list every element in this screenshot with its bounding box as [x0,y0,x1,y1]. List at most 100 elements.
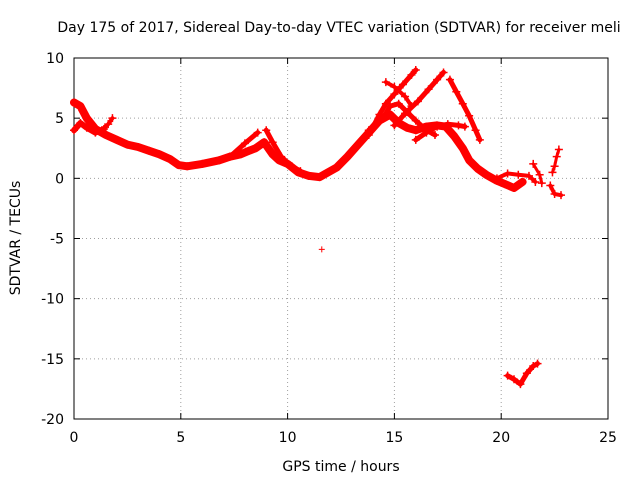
data-series [70,66,566,389]
data-point [557,191,566,200]
x-tick-label: 20 [492,430,510,446]
x-tick-label: 0 [70,430,79,446]
data-point [102,131,111,140]
data-point [529,159,538,168]
data-point [375,110,384,119]
data-point [268,138,277,147]
data-point [443,120,452,129]
y-tick-label: 10 [46,51,64,67]
x-tick-label: 10 [279,430,297,446]
grid-lines [74,58,608,419]
data-point [268,150,277,159]
data-point [452,87,461,96]
data-point [166,155,175,164]
data-point [454,121,463,130]
data-point [82,123,91,132]
data-point [364,131,373,140]
data-point [253,128,262,137]
data-point [445,75,454,84]
data-point [76,102,85,111]
y-tick-label: -10 [41,292,64,308]
y-tick-label: 0 [55,171,64,187]
data-point [240,139,249,148]
tick-labels: 0 5 10 15 20 25 10 5 0 -5 -10 -15 -20 [41,51,617,446]
data-point [460,122,469,131]
data-point [552,152,561,161]
data-point [123,140,132,149]
y-tick-label: -20 [41,412,64,428]
data-point [343,152,352,161]
series-arc-16 [503,359,542,389]
data-point [379,112,388,121]
data-point [407,102,416,111]
x-tick-label: 15 [385,430,403,446]
y-tick-label: -5 [50,232,64,248]
data-point [475,135,484,144]
data-point [262,126,271,135]
series-arc-4 [225,128,262,161]
data-point [433,75,442,84]
data-point [381,99,390,108]
data-point [465,111,474,120]
data-point [522,369,531,378]
series-arc-12 [492,169,540,186]
data-point [315,173,324,182]
data-point [422,128,431,137]
data-point [411,116,420,125]
data-point [91,128,100,137]
data-point [304,171,313,180]
data-point [390,121,399,130]
data-point [398,80,407,89]
series-arc-14 [548,145,563,177]
data-point [516,380,525,389]
data-point [403,123,412,132]
y-axis-label: SDTVAR / TECUs [8,181,24,296]
series-band [391,69,446,128]
data-point [433,122,442,131]
data-point [287,162,296,171]
data-point [236,150,245,159]
data-point [70,126,78,135]
chart-title: Day 175 of 2017, Sidereal Day-to-day VTE… [57,20,620,36]
series-arc-13 [529,159,546,188]
data-point [465,156,474,165]
data-point [76,118,85,127]
data-point [70,98,78,107]
y-tick-label: -15 [41,352,64,368]
y-tick-label: 5 [55,111,64,127]
data-point [510,183,519,192]
data-point [386,102,395,111]
data-point [251,144,260,153]
data-point [144,146,153,155]
data-point [535,170,544,179]
data-point [430,131,439,140]
data-point [82,114,91,123]
data-point [458,99,467,108]
x-tick-label: 5 [176,430,185,446]
data-point [537,179,546,188]
data-point [458,144,467,153]
x-axis-label: GPS time / hours [282,459,399,475]
data-point [450,132,459,141]
data-point [473,164,482,173]
data-point [531,177,540,186]
series-arc-7 [364,66,420,140]
data-point [97,126,106,135]
data-point [471,126,480,135]
data-point [529,362,538,371]
data-point [245,146,254,155]
data-point [155,150,164,159]
data-point [296,167,305,176]
data-point [407,70,416,79]
data-point [112,135,121,144]
data-point [390,82,399,91]
data-point [533,359,542,368]
data-point [548,168,557,177]
series-band [383,80,414,109]
data-point [501,180,510,189]
data-point [174,161,183,170]
data-point [215,156,224,165]
data-point [134,143,143,152]
data-point [546,181,555,190]
